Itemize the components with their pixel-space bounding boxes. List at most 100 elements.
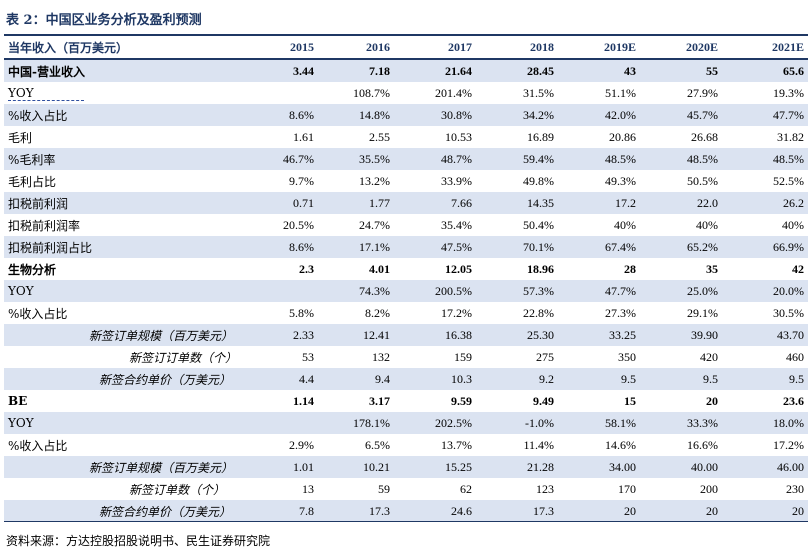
cell-value: 20 — [706, 393, 718, 408]
cell-value: 65.2% — [640, 236, 722, 258]
cell-value: 7.18 — [318, 59, 394, 82]
cell-value: 28.45 — [476, 59, 558, 82]
cell-value: 200 — [700, 481, 718, 496]
cell-value: 35.5% — [318, 148, 394, 170]
cell-value: 9.49 — [533, 393, 554, 408]
cell-value: 40% — [782, 217, 804, 232]
row-label: 新签订单数（个） — [129, 482, 226, 497]
row-label: 新签合约单价（万美元） — [4, 368, 242, 390]
header-row: 当年收入（百万美元） 2015 2016 2017 2018 2019E 202… — [4, 37, 808, 60]
cell-value: 17.2% — [441, 305, 472, 320]
cell-value: 26.68 — [691, 129, 718, 144]
table-row: 中国-营业收入 3.44 7.18 21.64 28.45 43 55 65.6 — [4, 59, 808, 82]
row-label: %毛利率 — [4, 148, 242, 170]
cell-value: 20 — [640, 500, 722, 522]
cell-value: 10.3 — [394, 368, 476, 390]
cell-value: 2.9% — [289, 437, 314, 452]
cell-value: 48.5% — [558, 148, 640, 170]
table-row: BE 1.14 3.17 9.59 9.49 15 20 23.6 — [4, 390, 808, 412]
cell-value: 52.5% — [773, 173, 804, 188]
cell-value: 24.6 — [394, 500, 476, 522]
cell-value: 21.28 — [476, 456, 558, 478]
cell-value: 14.6% — [605, 437, 636, 452]
cell-value: 2.55 — [369, 129, 390, 144]
cell-value: 50.5% — [687, 173, 718, 188]
header-year: 2019E — [558, 37, 640, 60]
cell-value: 14.8% — [318, 104, 394, 126]
cell-value: 460 — [786, 349, 804, 364]
table-row: 新签合约单价（万美元） 7.8 17.3 24.6 17.3 20 20 20 — [4, 500, 808, 522]
cell-value: 19.3% — [773, 85, 804, 100]
cell-value: 132 — [372, 349, 390, 364]
cell-value: 40% — [696, 217, 718, 232]
table-row: YOY 178.1% 202.5% -1.0% 58.1% 33.3% 18.0% — [4, 412, 808, 434]
cell-value: 13.2% — [359, 173, 390, 188]
cell-value: 8.2% — [365, 305, 390, 320]
cell-value: 25.0% — [640, 280, 722, 302]
header-year: 2020E — [640, 37, 722, 60]
cell-value: 9.5 — [640, 368, 722, 390]
table-row: YOY 108.7% 201.4% 31.5% 51.1% 27.9% 19.3% — [4, 82, 808, 104]
row-label: 毛利 — [8, 130, 33, 145]
cell-value: 48.5% — [640, 148, 722, 170]
cell-value — [242, 412, 318, 434]
table-row: %毛利率 46.7% 35.5% 48.7% 59.4% 48.5% 48.5% 48.5% — [4, 148, 808, 170]
cell-value: 47.5% — [394, 236, 476, 258]
table-row: %收入占比 2.9% 6.5% 13.7% 11.4% 14.6% 16.6% 17.2% — [4, 434, 808, 456]
cell-value: 45.7% — [640, 104, 722, 126]
table-row: YOY 74.3% 200.5% 57.3% 47.7% 25.0% 20.0% — [4, 280, 808, 302]
header-label: 当年收入（百万美元） — [4, 37, 242, 60]
cell-value: 48.5% — [722, 148, 808, 170]
cell-value: 17.2% — [773, 437, 804, 452]
cell-value: 7.8 — [242, 500, 318, 522]
cell-value: 27.3% — [605, 305, 636, 320]
cell-value: 14.35 — [476, 192, 558, 214]
cell-value: 66.9% — [722, 236, 808, 258]
cell-value — [242, 280, 318, 302]
header-year: 2016 — [318, 37, 394, 60]
forecast-table: 当年收入（百万美元） 2015 2016 2017 2018 2019E 202… — [4, 37, 808, 522]
row-label: 新签订单规模（百万美元） — [4, 456, 242, 478]
cell-value: 39.90 — [640, 324, 722, 346]
table-row: 新签订单数（个） 13 59 62 123 170 200 230 — [4, 478, 808, 500]
cell-value: 170 — [618, 481, 636, 496]
cell-value — [242, 82, 318, 104]
cell-value: 6.5% — [365, 437, 390, 452]
header-year: 2015 — [242, 37, 318, 60]
cell-value: 7.66 — [394, 192, 476, 214]
cell-value: 9.59 — [451, 393, 472, 408]
cell-value: 47.7% — [722, 104, 808, 126]
cell-value: 62 — [460, 481, 472, 496]
cell-value: 43.70 — [722, 324, 808, 346]
cell-value: 178.1% — [318, 412, 394, 434]
table-row: %收入占比 8.6% 14.8% 30.8% 34.2% 42.0% 45.7% 47.7% — [4, 104, 808, 126]
cell-value: 17.1% — [318, 236, 394, 258]
cell-value: 9.2 — [476, 368, 558, 390]
cell-value: 10.21 — [318, 456, 394, 478]
cell-value: 35 — [706, 261, 718, 276]
top-rule — [4, 34, 808, 36]
cell-value: 43 — [558, 59, 640, 82]
cell-value: 22.8% — [523, 305, 554, 320]
cell-value: 123 — [536, 481, 554, 496]
cell-value: 1.61 — [293, 129, 314, 144]
table-row: 新签订单规模（百万美元） 2.33 12.41 16.38 25.30 33.25 39.9… — [4, 324, 808, 346]
cell-value: 26.2 — [722, 192, 808, 214]
cell-value: -1.0% — [476, 412, 558, 434]
cell-value: 33.3% — [640, 412, 722, 434]
cell-value: 0.71 — [242, 192, 318, 214]
cell-value: 350 — [618, 349, 636, 364]
cell-value: 202.5% — [394, 412, 476, 434]
cell-value: 16.6% — [687, 437, 718, 452]
cell-value: 31.5% — [523, 85, 554, 100]
cell-value: 2.33 — [242, 324, 318, 346]
row-label: 中国-营业收入 — [4, 59, 242, 82]
cell-value: 3.17 — [369, 393, 390, 408]
cell-value: 201.4% — [435, 85, 472, 100]
table-row: 生物分析 2.3 4.01 12.05 18.96 28 35 42 — [4, 258, 808, 280]
row-label: 扣税前利润占比 — [4, 236, 242, 258]
row-label: 生物分析 — [8, 262, 57, 277]
cell-value: 200.5% — [394, 280, 476, 302]
cell-value: 25.30 — [476, 324, 558, 346]
cell-value: 5.8% — [289, 305, 314, 320]
